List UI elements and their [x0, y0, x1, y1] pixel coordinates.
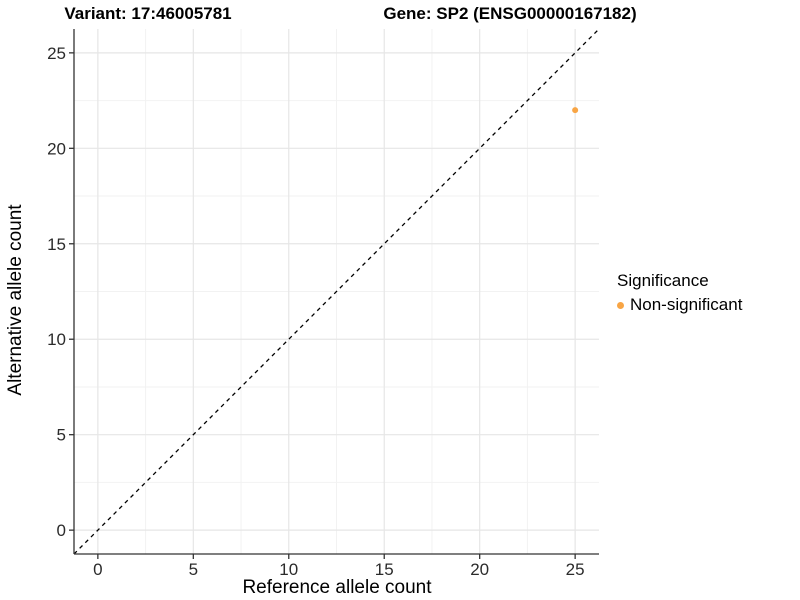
x-tick-label: 10 [279, 560, 298, 579]
identity-line [73, 28, 600, 555]
variant-title: Variant: 17:46005781 [64, 4, 232, 23]
y-tick-label: 0 [57, 521, 66, 540]
x-tick-label: 0 [93, 560, 102, 579]
legend-item-label: Non-significant [630, 295, 743, 314]
x-tick-label: 15 [375, 560, 394, 579]
y-tick-label: 25 [47, 44, 66, 63]
y-tick-label: 15 [47, 235, 66, 254]
data-point [572, 107, 579, 114]
legend-title: Significance [617, 271, 709, 290]
y-tick-label: 5 [57, 426, 66, 445]
y-tick-label: 20 [47, 139, 66, 158]
gene-title: Gene: SP2 (ENSG00000167182) [383, 4, 637, 23]
legend: Significance Non-significant [617, 271, 742, 315]
x-tick-label: 5 [189, 560, 198, 579]
y-axis-label: Alternative allele count [5, 204, 26, 396]
x-tick-label: 20 [470, 560, 489, 579]
x-axis-label: Reference allele count [242, 577, 432, 598]
y-tick-label: 10 [47, 330, 66, 349]
legend-point-icon [617, 301, 624, 309]
legend-item-non-significant: Non-significant [617, 295, 742, 315]
x-tick-label: 25 [566, 560, 585, 579]
